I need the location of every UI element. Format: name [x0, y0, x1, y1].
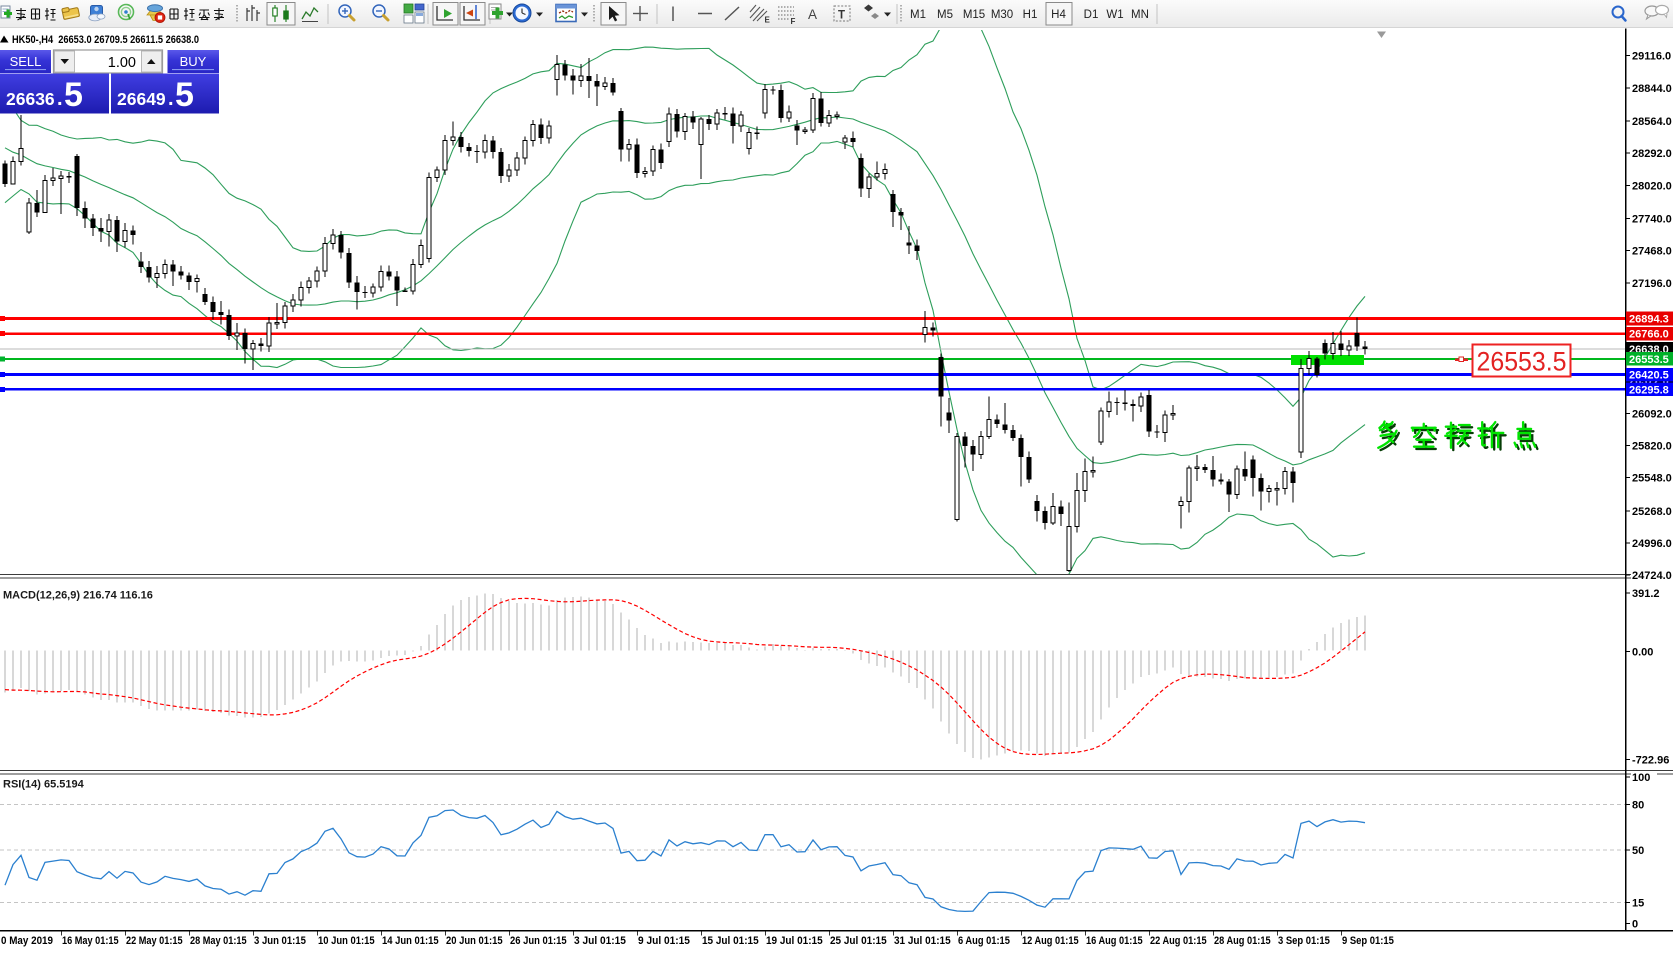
- svg-text:26649: 26649: [117, 89, 166, 109]
- svg-text:3 Jul 01:15: 3 Jul 01:15: [574, 935, 626, 947]
- svg-text:27196.0: 27196.0: [1632, 278, 1672, 290]
- svg-text:80: 80: [1632, 800, 1644, 812]
- svg-text:22 May 01:15: 22 May 01:15: [126, 935, 183, 947]
- svg-text:0: 0: [1632, 919, 1638, 931]
- svg-text:26894.3: 26894.3: [1629, 314, 1669, 326]
- svg-text:28 May 01:15: 28 May 01:15: [190, 935, 247, 947]
- svg-text:16 Aug 01:15: 16 Aug 01:15: [1086, 935, 1143, 947]
- svg-text:1.00: 1.00: [108, 55, 136, 71]
- svg-text:6 Aug 01:15: 6 Aug 01:15: [958, 935, 1010, 947]
- svg-text:26766.0: 26766.0: [1629, 329, 1669, 341]
- svg-text:SELL: SELL: [10, 54, 42, 69]
- svg-text:H1: H1: [1023, 9, 1038, 21]
- svg-text:28564.0: 28564.0: [1632, 116, 1672, 128]
- svg-text:28 Aug 01:15: 28 Aug 01:15: [1214, 935, 1271, 947]
- svg-text:19 Jul 01:15: 19 Jul 01:15: [766, 935, 823, 947]
- svg-text:W1: W1: [1106, 9, 1123, 21]
- svg-text:24724.0: 24724.0: [1632, 570, 1672, 582]
- svg-text:F: F: [791, 17, 796, 26]
- svg-text:M30: M30: [991, 9, 1013, 21]
- svg-text:22 Aug 01:15: 22 Aug 01:15: [1150, 935, 1207, 947]
- svg-text:26420.5: 26420.5: [1629, 370, 1669, 382]
- svg-text:H4: H4: [1051, 9, 1066, 21]
- svg-text:26553.5: 26553.5: [1477, 347, 1567, 377]
- svg-text:26295.8: 26295.8: [1629, 384, 1669, 396]
- svg-text:MACD(12,26,9) 216.74 116.16: MACD(12,26,9) 216.74 116.16: [3, 590, 153, 602]
- svg-text:15: 15: [1632, 898, 1644, 910]
- svg-text:25820.0: 25820.0: [1632, 441, 1672, 453]
- svg-text:MN: MN: [1131, 9, 1149, 21]
- svg-text:25 Jul 01:15: 25 Jul 01:15: [830, 935, 887, 947]
- svg-text:28020.0: 28020.0: [1632, 180, 1672, 192]
- svg-text:-722.96: -722.96: [1632, 755, 1669, 767]
- svg-text:26 Jun 01:15: 26 Jun 01:15: [510, 935, 567, 947]
- svg-text:391.2: 391.2: [1632, 588, 1660, 600]
- svg-text:25548.0: 25548.0: [1632, 473, 1672, 485]
- svg-text:24996.0: 24996.0: [1632, 538, 1672, 550]
- svg-text:3 Jun 01:15: 3 Jun 01:15: [254, 935, 306, 947]
- svg-text:28292.0: 28292.0: [1632, 148, 1672, 160]
- svg-text:HK50-,H4 26653.0 26709.5 2661: HK50-,H4 26653.0 26709.5 26611.5 26638.0: [12, 34, 199, 46]
- svg-text:9 Sep 01:15: 9 Sep 01:15: [1342, 935, 1394, 947]
- svg-text:5: 5: [64, 76, 83, 114]
- svg-text:100: 100: [1632, 772, 1650, 784]
- svg-text:.: .: [57, 88, 63, 110]
- svg-text:RSI(14) 65.5194: RSI(14) 65.5194: [3, 779, 85, 791]
- svg-text:31 Jul 01:15: 31 Jul 01:15: [894, 935, 951, 947]
- svg-text:15 Jul 01:15: 15 Jul 01:15: [702, 935, 759, 947]
- svg-text:M1: M1: [910, 9, 926, 21]
- svg-text:3 Sep 01:15: 3 Sep 01:15: [1278, 935, 1330, 947]
- svg-text:12 Aug 01:15: 12 Aug 01:15: [1022, 935, 1079, 947]
- svg-text:26092.0: 26092.0: [1632, 408, 1672, 420]
- svg-text:D1: D1: [1084, 9, 1099, 21]
- svg-text:29116.0: 29116.0: [1632, 51, 1671, 63]
- svg-text:10 Jun 01:15: 10 Jun 01:15: [318, 935, 375, 947]
- svg-text:.: .: [168, 88, 174, 110]
- svg-text:25268.0: 25268.0: [1632, 506, 1672, 518]
- svg-text:M5: M5: [937, 9, 953, 21]
- svg-text:27468.0: 27468.0: [1632, 246, 1672, 258]
- svg-text:5: 5: [175, 76, 194, 114]
- svg-text:BUY: BUY: [180, 54, 207, 69]
- svg-text:0.00: 0.00: [1632, 647, 1653, 659]
- svg-text:26553.5: 26553.5: [1629, 354, 1669, 366]
- svg-text:27740.0: 27740.0: [1632, 214, 1672, 226]
- svg-text:26636: 26636: [6, 89, 55, 109]
- svg-text:28844.0: 28844.0: [1632, 83, 1672, 95]
- svg-text:T: T: [838, 10, 845, 22]
- svg-text:14 Jun 01:15: 14 Jun 01:15: [382, 935, 439, 947]
- svg-text:A: A: [808, 7, 817, 22]
- svg-text:50: 50: [1632, 845, 1644, 857]
- svg-text:20 Jun 01:15: 20 Jun 01:15: [446, 935, 503, 947]
- svg-text:M15: M15: [963, 9, 985, 21]
- svg-text:16 May 01:15: 16 May 01:15: [62, 935, 119, 947]
- svg-text:0 May 2019: 0 May 2019: [1, 935, 53, 947]
- svg-text:E: E: [765, 16, 771, 25]
- svg-text:9 Jul 01:15: 9 Jul 01:15: [638, 935, 690, 947]
